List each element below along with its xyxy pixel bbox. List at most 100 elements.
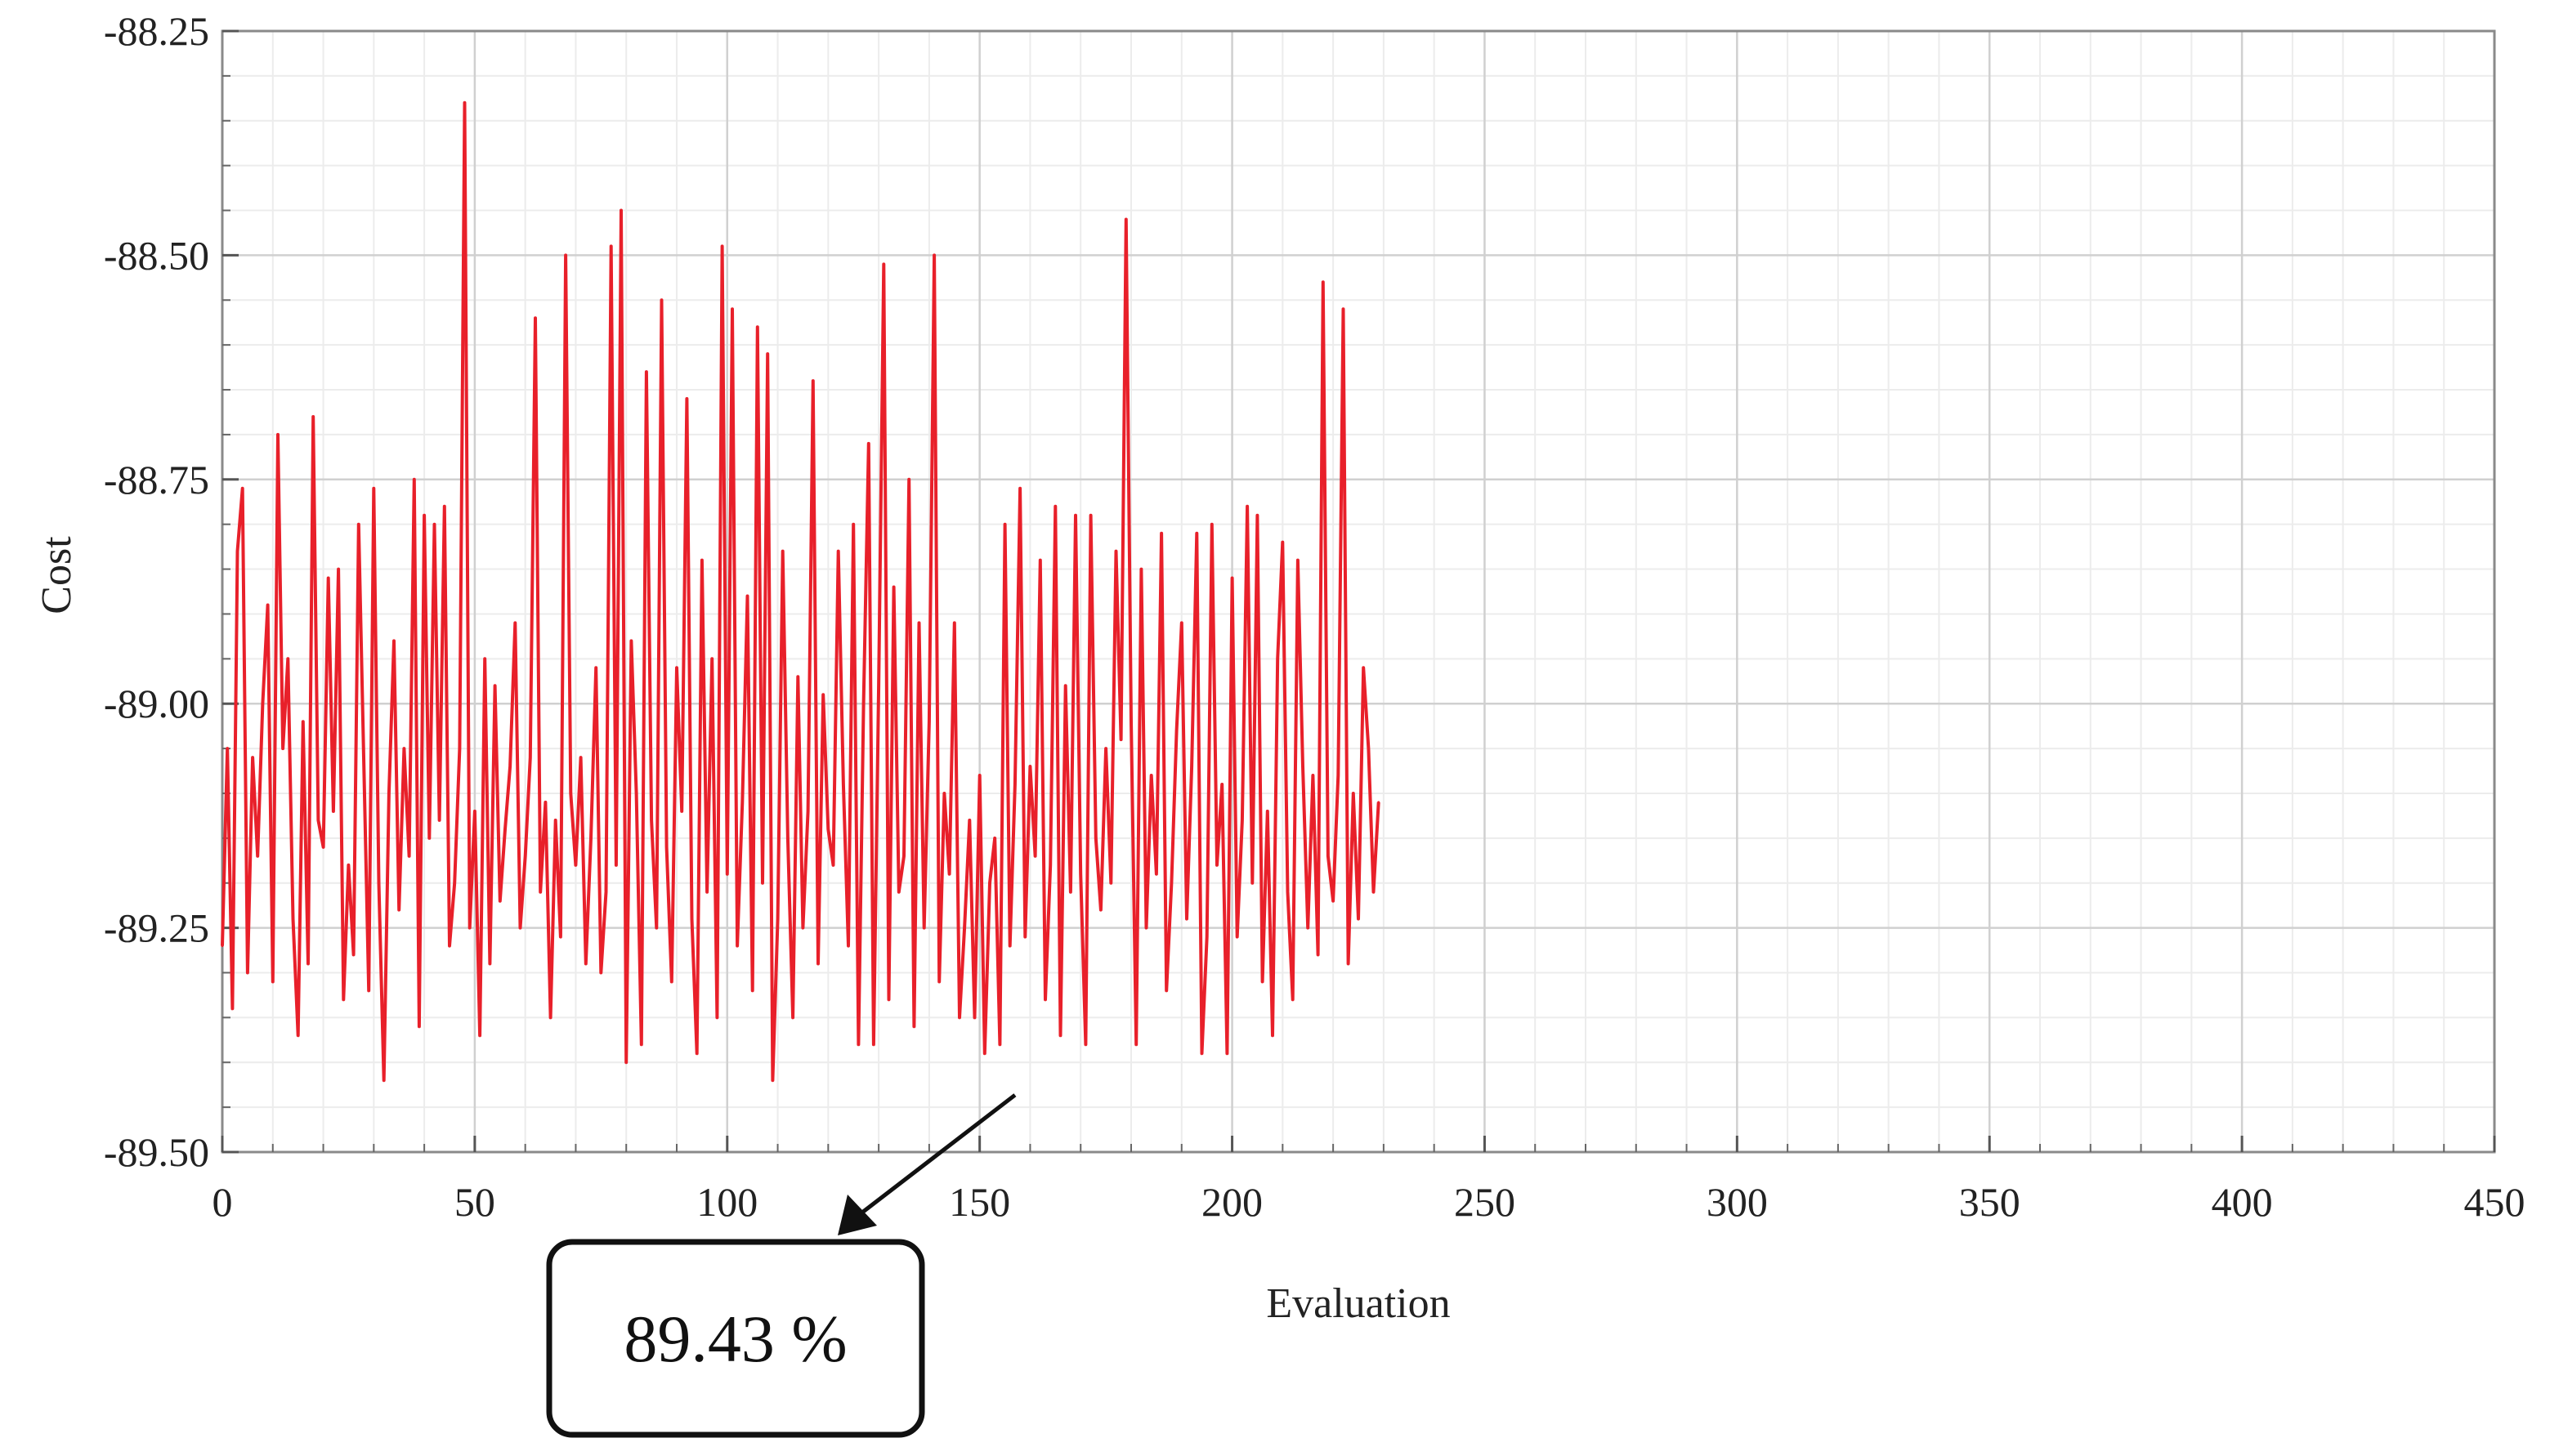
series-point: [696, 1052, 699, 1055]
series-point: [311, 415, 315, 418]
series-point: [1145, 927, 1148, 930]
series-point: [867, 442, 870, 445]
series-point: [332, 810, 335, 813]
x-tick-label: 400: [2212, 1179, 2273, 1225]
series-point: [1009, 945, 1012, 948]
x-tick-label: 300: [1707, 1179, 1768, 1225]
y-tick-label: -88.75: [104, 457, 209, 502]
series-point: [1377, 801, 1380, 804]
series-point: [832, 864, 834, 867]
series-point: [1175, 729, 1179, 732]
series-point: [559, 936, 562, 939]
series-point: [670, 980, 673, 983]
series-point: [1317, 954, 1320, 956]
series-point: [1049, 864, 1052, 867]
series-point: [418, 1025, 421, 1028]
series-point: [499, 900, 502, 903]
series-point: [413, 478, 416, 481]
x-tick-label: 0: [212, 1179, 233, 1225]
series-point: [796, 675, 799, 678]
series-point: [539, 891, 542, 894]
y-tick-label: -88.25: [104, 8, 209, 54]
series-point: [306, 962, 310, 965]
series-point: [1286, 891, 1289, 894]
series-point: [1231, 577, 1234, 579]
series-point: [877, 684, 880, 687]
series-point: [529, 756, 532, 759]
series-point: [1301, 765, 1304, 768]
series-point: [1266, 810, 1269, 813]
series-point: [1064, 684, 1067, 687]
annotation-box: [546, 1239, 925, 1438]
series-point: [1190, 765, 1193, 768]
series-point: [1059, 1034, 1062, 1037]
series-point: [316, 819, 320, 822]
annotation-callout: 89.43 %: [546, 1093, 1017, 1438]
series-point: [372, 487, 375, 490]
series-point: [1134, 1043, 1138, 1046]
series-point: [337, 568, 340, 571]
series-point: [427, 837, 431, 840]
series-point: [1326, 855, 1330, 858]
series-point: [1004, 523, 1007, 526]
series-point: [635, 792, 638, 795]
series-point: [488, 962, 491, 965]
series-point: [1130, 720, 1133, 723]
plot-area-frame: [221, 29, 2496, 1154]
series-point: [645, 370, 648, 373]
series-point: [1236, 936, 1239, 939]
series-point: [897, 891, 901, 894]
series-point: [882, 262, 885, 266]
series-point: [1039, 559, 1042, 562]
series-point: [731, 307, 734, 310]
series-point: [1311, 774, 1314, 777]
series-point: [1352, 792, 1355, 795]
series-point: [549, 1016, 552, 1019]
series-point: [408, 855, 411, 858]
series-point: [928, 720, 931, 723]
series-point: [715, 1016, 718, 1019]
series-point: [266, 604, 270, 606]
series-point: [660, 298, 663, 301]
series-point: [564, 253, 567, 257]
series-point: [1079, 873, 1082, 876]
series-point: [978, 774, 982, 777]
series-layer: [221, 100, 1380, 1083]
x-axis-title: Evaluation: [1266, 1280, 1450, 1327]
series-point: [973, 1016, 976, 1019]
series-point: [544, 801, 547, 804]
series-point: [281, 747, 284, 750]
series-point: [958, 1016, 961, 1019]
series-point: [438, 819, 441, 822]
series-point: [448, 945, 451, 948]
series-point: [443, 505, 446, 508]
series-point: [1342, 307, 1344, 310]
series-point: [1241, 819, 1244, 822]
series-point: [610, 244, 613, 248]
series-point: [327, 577, 330, 579]
series-point: [942, 792, 946, 795]
series-point: [1160, 532, 1163, 535]
series-point: [1206, 936, 1209, 939]
series-point: [302, 720, 305, 723]
series-point: [478, 1034, 481, 1037]
x-tick-label: 200: [1201, 1179, 1263, 1225]
series-point: [508, 765, 512, 768]
series-point: [1125, 218, 1128, 221]
series-point: [761, 882, 764, 885]
series-point: [1276, 657, 1279, 660]
x-tick-label: 350: [1959, 1179, 2020, 1225]
series-point: [524, 855, 527, 858]
series-point: [1018, 487, 1022, 490]
series-point: [503, 828, 507, 831]
series-point: [680, 810, 683, 813]
y-axis-ticks: -88.25 -88.50 -88.75 -89.00 -89.25 -89.50: [104, 8, 239, 1175]
series-point: [781, 550, 785, 553]
series-point: [1155, 873, 1158, 876]
series-point: [574, 864, 577, 867]
series-point: [367, 989, 370, 992]
series-point: [584, 962, 588, 965]
series-point: [1271, 1034, 1274, 1037]
series-point: [276, 433, 280, 436]
